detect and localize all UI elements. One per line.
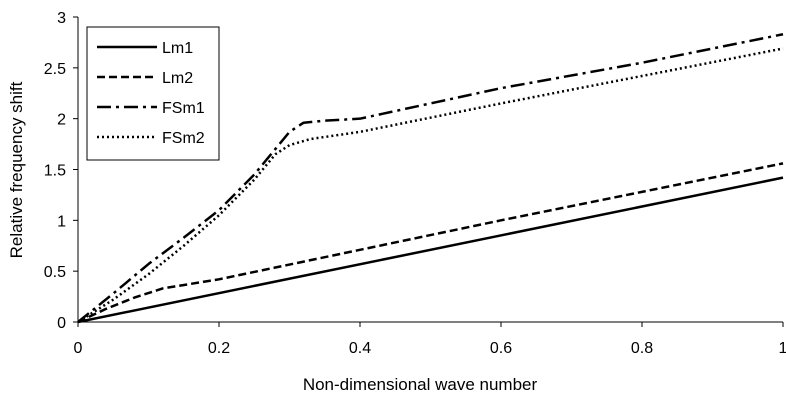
legend-label-lm2: Lm2 bbox=[162, 70, 193, 87]
series-line-fsm2 bbox=[77, 47, 784, 324]
y-tick-label: 3 bbox=[57, 10, 66, 27]
x-tick-label: 0.4 bbox=[349, 340, 371, 357]
y-tick-label: 1 bbox=[57, 213, 66, 230]
legend-label-lm1: Lm1 bbox=[162, 40, 193, 57]
x-tick-label: 0.6 bbox=[490, 340, 512, 357]
y-tick-label: 2.5 bbox=[44, 61, 66, 78]
x-tick-label: 0.8 bbox=[631, 340, 653, 357]
series-line-lm2 bbox=[77, 162, 784, 324]
y-ticks: 0 0.5 1 1.5 2 2.5 3 bbox=[44, 10, 78, 332]
y-tick-label: 0.5 bbox=[44, 264, 66, 281]
series-line-fsm1 bbox=[77, 33, 784, 323]
plot-lines bbox=[77, 33, 784, 324]
x-ticks: 0 0.2 0.4 0.6 0.8 1 bbox=[74, 322, 786, 357]
legend: Lm1 Lm2 FSm1 FSm2 bbox=[86, 26, 220, 161]
series-line-lm1 bbox=[77, 176, 784, 324]
y-tick-label: 1.5 bbox=[44, 163, 66, 180]
legend-label-fsm1: FSm1 bbox=[162, 100, 205, 117]
x-axis-title: Non-dimensional wave number bbox=[303, 375, 538, 394]
x-tick-label: 0.2 bbox=[208, 340, 230, 357]
y-tick-label: 0 bbox=[57, 315, 66, 332]
x-tick-label: 0 bbox=[74, 340, 83, 357]
x-tick-label: 1 bbox=[779, 340, 786, 357]
y-axis-title: Relative frequency shift bbox=[7, 81, 26, 258]
y-tick-label: 2 bbox=[57, 112, 66, 129]
legend-label-fsm2: FSm2 bbox=[162, 130, 205, 147]
